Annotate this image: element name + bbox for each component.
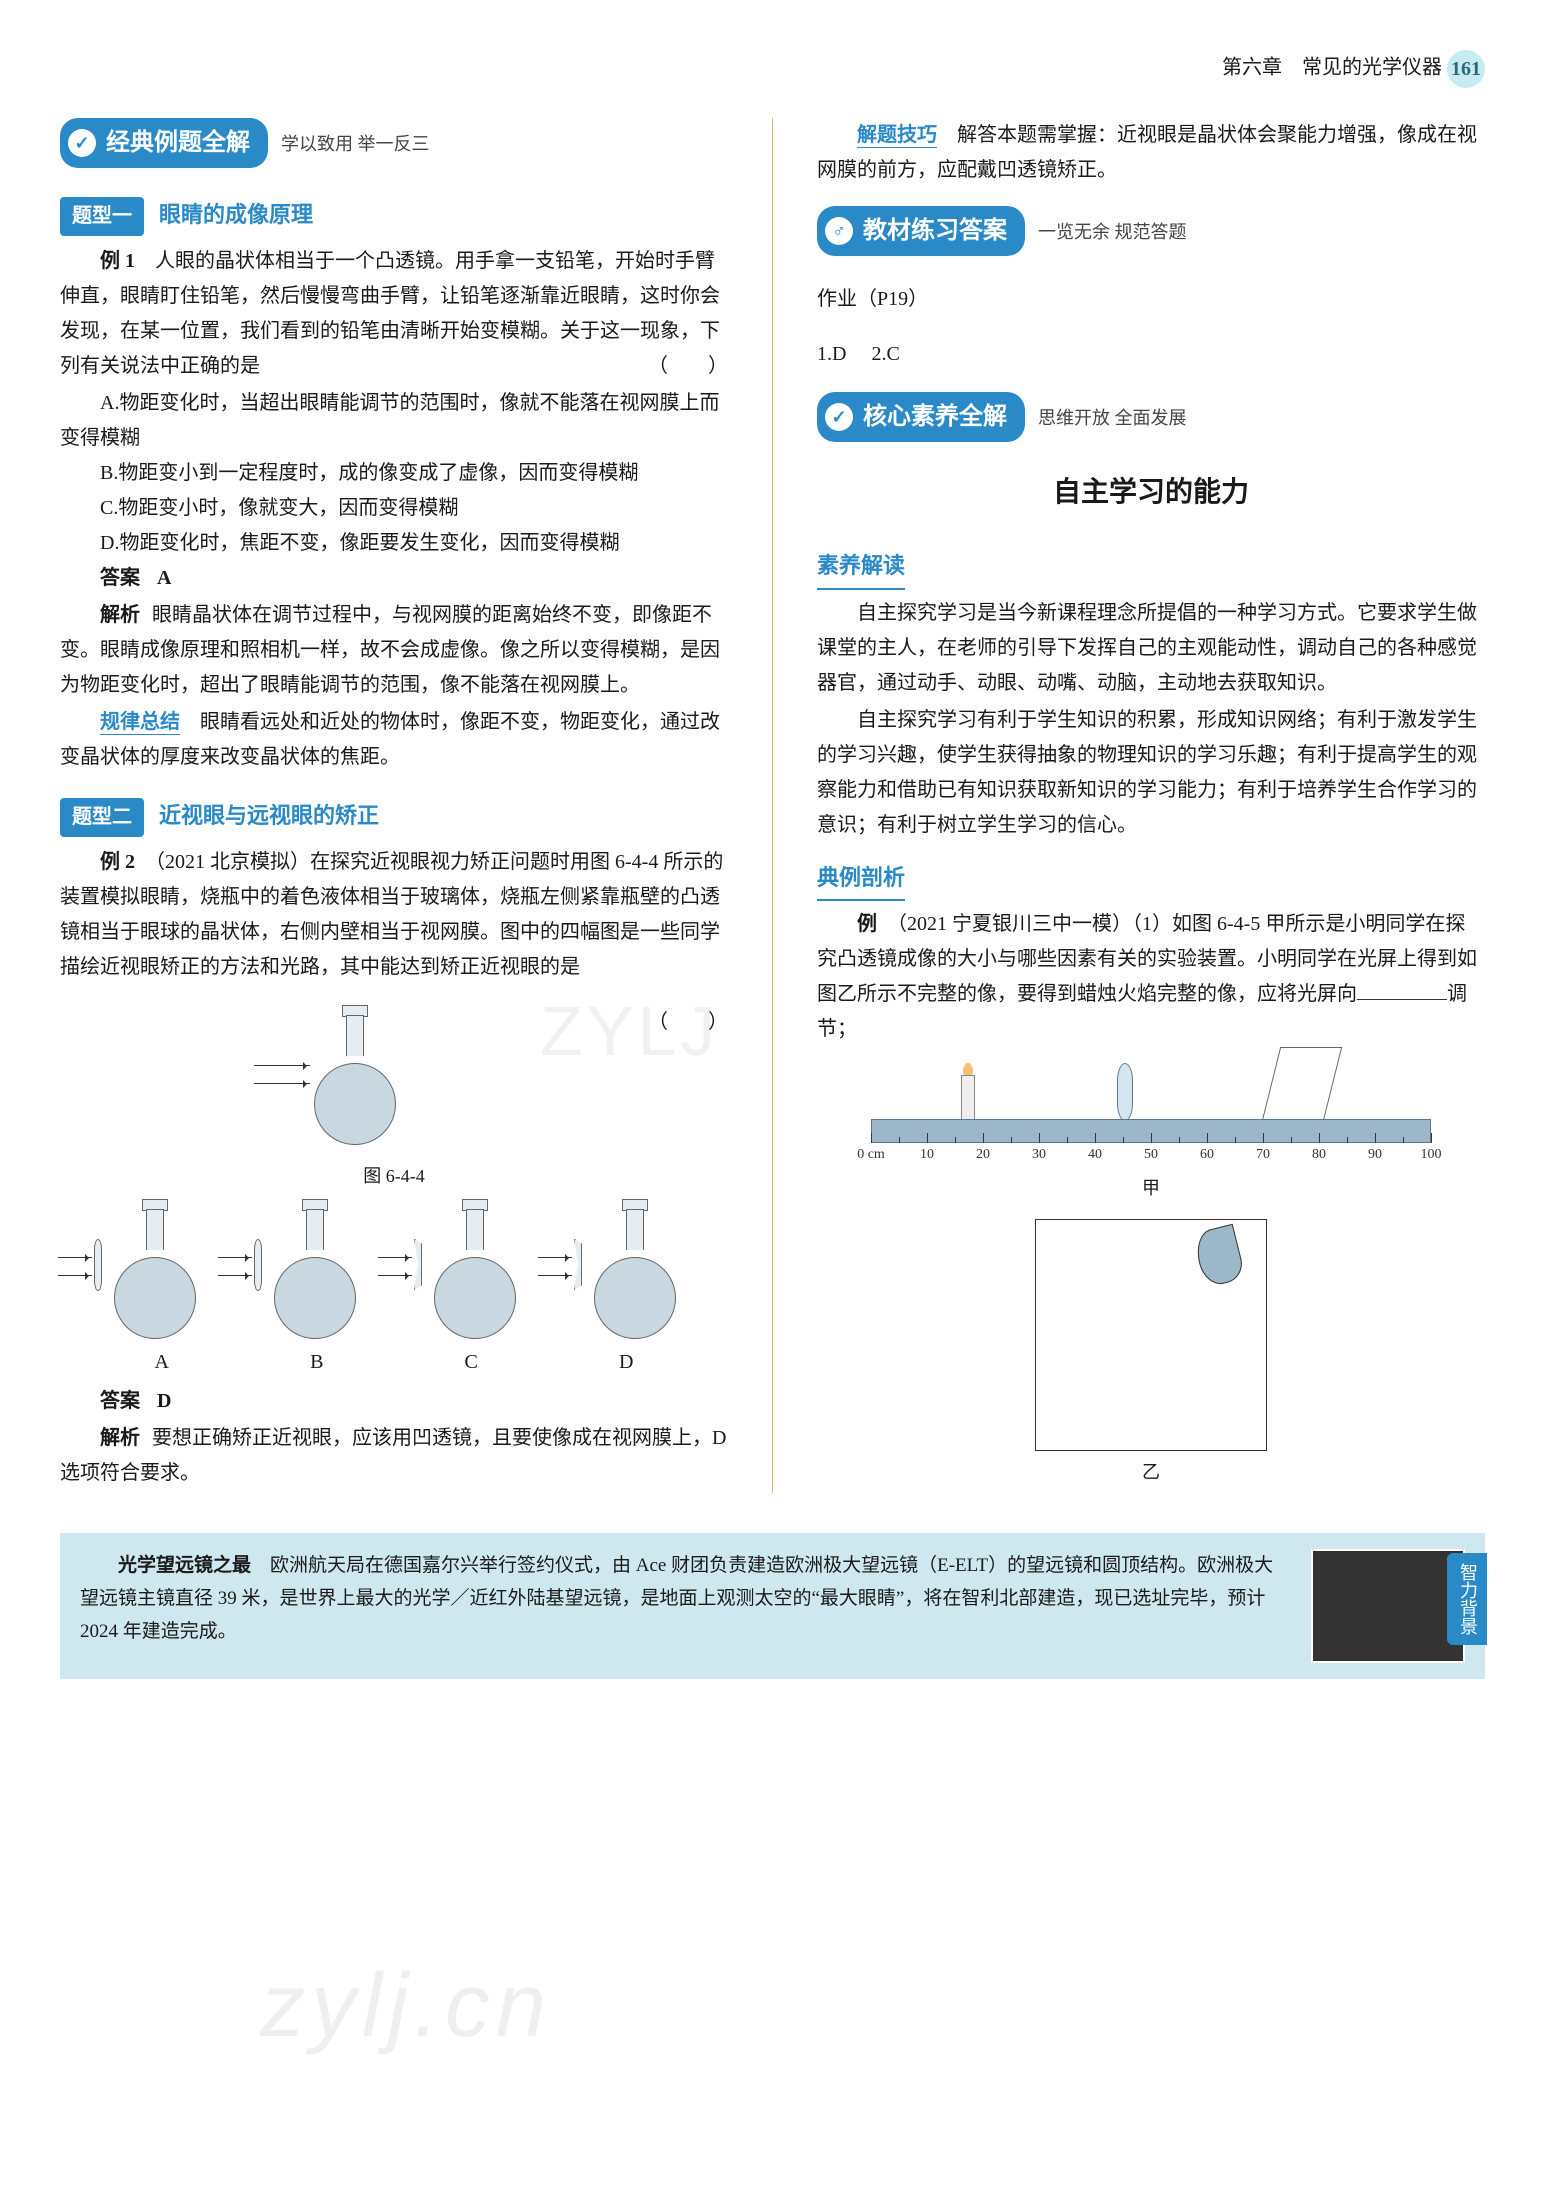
exp2-row: 解析要想正确矫正近视眼，应该用凹透镜，且要使像成在视网膜上，D 选项符合要求。	[60, 1421, 728, 1491]
core-ex-stem: 例 （2021 宁夏银川三中一模）（1）如图 6-4-5 甲所示是小明同学在探究…	[817, 907, 1485, 1047]
topic2-title: 近视眼与远视眼的矫正	[159, 803, 379, 828]
check-icon: ✓	[68, 129, 96, 157]
ans2-row: 答案 D	[60, 1384, 728, 1419]
page-header: 第六章 常见的光学仪器 161	[60, 50, 1485, 88]
hw-answers: 1.D 2.C	[817, 337, 1485, 372]
figure-yi-box	[1035, 1219, 1267, 1451]
tip-row: 解题技巧 解答本题需掌握：近视眼是晶状体会聚能力增强，像成在视网膜的前方，应配戴…	[817, 118, 1485, 188]
flask-main	[294, 1005, 414, 1145]
ans2: D	[157, 1390, 171, 1412]
chapter-title: 第六章 常见的光学仪器	[1222, 57, 1442, 79]
core-title: 核心素养全解	[863, 396, 1007, 438]
exp1: 眼睛晶状体在调节过程中，与视网膜的距离始终不变，即像距不变。眼睛成像原理和照相机…	[60, 604, 720, 696]
section-badge-examples: ✓ 经典例题全解 学以致用 举一反三	[60, 118, 728, 174]
footer-box: 光学望远镜之最 欧洲航天局在德国嘉尔兴举行签约仪式，由 Ace 财团负责建造欧洲…	[60, 1533, 1485, 1679]
tip-label: 解题技巧	[857, 124, 937, 148]
optD: D.物距变化时，焦距不变，像距要发生变化，因而变得模糊	[60, 526, 728, 561]
badge-text: 经典例题全解	[106, 122, 250, 164]
figure-6-4-4: 图 6-4-4	[60, 1005, 728, 1193]
hw-ans1: 1.D	[817, 343, 846, 365]
textbook-badge: ♂ 教材练习答案 一览无余 规范答题	[817, 206, 1485, 262]
fig-cap-644: 图 6-4-4	[60, 1161, 728, 1193]
page: 第六章 常见的光学仪器 161 ✓ 经典例题全解 学以致用 举一反三 题型一 眼…	[0, 0, 1545, 2205]
footer-text: 光学望远镜之最 欧洲航天局在德国嘉尔兴举行签约仪式，由 Ace 财团负责建造欧洲…	[80, 1549, 1291, 1651]
optB: B.物距变小到一定程度时，成的像变成了虚像，因而变得模糊	[60, 456, 728, 491]
self-study-title: 自主学习的能力	[817, 468, 1485, 517]
label-B: B	[310, 1345, 323, 1380]
label-A: A	[155, 1345, 169, 1380]
optA: A.物距变化时，当超出眼睛能调节的范围时，像就不能落在视网膜上而变得模糊	[60, 386, 728, 456]
badge-textbook: ♂ 教材练习答案	[817, 206, 1025, 256]
exp2: 要想正确矫正近视眼，应该用凹透镜，且要使像成在视网膜上，D 选项符合要求。	[60, 1427, 726, 1484]
core-sub: 思维开放 全面发展	[1038, 408, 1187, 428]
abcd-labels: A B C D	[84, 1345, 704, 1380]
sec-head-2: 典例剖析	[817, 859, 905, 902]
core-p2: 自主探究学习有利于学生知识的积累，形成知识网络；有利于激发学生的学习兴趣，使学生…	[817, 703, 1485, 843]
ex1-label: 例 1	[100, 250, 135, 272]
textbook-title: 教材练习答案	[863, 210, 1007, 252]
fig-cap-jia: 甲	[817, 1173, 1485, 1205]
watermark-bottom: zylj.cn	[260, 1928, 552, 2086]
exp2-label: 解析	[100, 1427, 140, 1449]
partial-image-shape	[1192, 1223, 1246, 1287]
label-C: C	[465, 1345, 478, 1380]
flask-D	[574, 1199, 694, 1339]
topic2-label: 题型二	[60, 798, 144, 837]
ans1-row: 答案 A	[60, 561, 728, 596]
footer-body: 欧洲航天局在德国嘉尔兴举行签约仪式，由 Ace 财团负责建造欧洲极大望远镜（E-…	[80, 1555, 1273, 1643]
fig-cap-yi: 乙	[817, 1457, 1485, 1489]
column-divider	[772, 118, 773, 1493]
figure-bench: 0 cm102030405060708090100	[871, 1057, 1431, 1167]
flask-A	[94, 1199, 214, 1339]
topic2-stem: 例 2 （2021 北京模拟）在探究近视眼视力矫正问题时用图 6-4-4 所示的…	[60, 845, 728, 985]
topic1-head: 题型一 眼睛的成像原理	[60, 196, 728, 236]
sec-head-1: 素养解读	[817, 547, 905, 590]
core-ex-label: 例	[857, 913, 877, 935]
label-D: D	[619, 1345, 633, 1380]
left-column: ✓ 经典例题全解 学以致用 举一反三 题型一 眼睛的成像原理 例 1 人眼的晶状…	[60, 118, 728, 1493]
ex2-stem: （2021 北京模拟）在探究近视眼视力矫正问题时用图 6-4-4 所示的装置模拟…	[60, 851, 723, 978]
check-icon: ✓	[825, 403, 853, 431]
ex2-label: 例 2	[100, 851, 135, 873]
ans1: A	[157, 567, 171, 589]
right-column: 解题技巧 解答本题需掌握：近视眼是晶状体会聚能力增强，像成在视网膜的前方，应配戴…	[817, 118, 1485, 1493]
footer-title: 光学望远镜之最	[118, 1555, 251, 1576]
ans-label: 答案	[100, 567, 140, 589]
page-number: 161	[1447, 50, 1485, 88]
footer-para: 光学望远镜之最 欧洲航天局在德国嘉尔兴举行签约仪式，由 Ace 财团负责建造欧洲…	[80, 1549, 1291, 1649]
bracket: （ ）	[608, 349, 728, 384]
flask-options	[74, 1199, 714, 1339]
textbook-sub: 一览无余 规范答题	[1038, 222, 1187, 242]
exp-label: 解析	[100, 604, 140, 626]
topic1-label: 题型一	[60, 197, 144, 236]
core-p1: 自主探究学习是当今新课程理念所提倡的一种学习方式。它要求学生做课堂的主人，在老师…	[817, 596, 1485, 701]
badge-classic-examples: ✓ 经典例题全解	[60, 118, 268, 168]
exp1-row: 解析眼睛晶状体在调节过程中，与视网膜的距离始终不变，即像距不变。眼睛成像原理和照…	[60, 598, 728, 703]
core-badge: ✓ 核心素养全解 思维开放 全面发展	[817, 392, 1485, 448]
flask-B	[254, 1199, 374, 1339]
rule-label: 规律总结	[100, 711, 180, 735]
optC: C.物距变小时，像就变大，因而变得模糊	[60, 491, 728, 526]
hw-label: 作业（P19）	[817, 282, 1485, 317]
ans2-label: 答案	[100, 1390, 140, 1412]
rule-row: 规律总结 眼睛看远处和近处的物体时，像距不变，物距变化，通过改变晶状体的厚度来改…	[60, 705, 728, 775]
blank-fill	[1357, 979, 1447, 1000]
topic1-stem: 例 1 人眼的晶状体相当于一个凸透镜。用手拿一支铅笔，开始时手臂伸直，眼睛盯住铅…	[60, 244, 728, 384]
male-icon: ♂	[825, 217, 853, 245]
hw-ans2: 2.C	[871, 343, 899, 365]
footer-side-label: 智力背景	[1447, 1553, 1487, 1645]
footer-image-placeholder	[1311, 1549, 1465, 1663]
topic2-head: 题型二 近视眼与远视眼的矫正	[60, 797, 728, 837]
badge-core: ✓ 核心素养全解	[817, 392, 1025, 442]
badge-sub: 学以致用 举一反三	[281, 134, 430, 154]
topic1-title: 眼睛的成像原理	[159, 202, 313, 227]
two-column-body: ✓ 经典例题全解 学以致用 举一反三 题型一 眼睛的成像原理 例 1 人眼的晶状…	[60, 118, 1485, 1493]
flask-C	[414, 1199, 534, 1339]
